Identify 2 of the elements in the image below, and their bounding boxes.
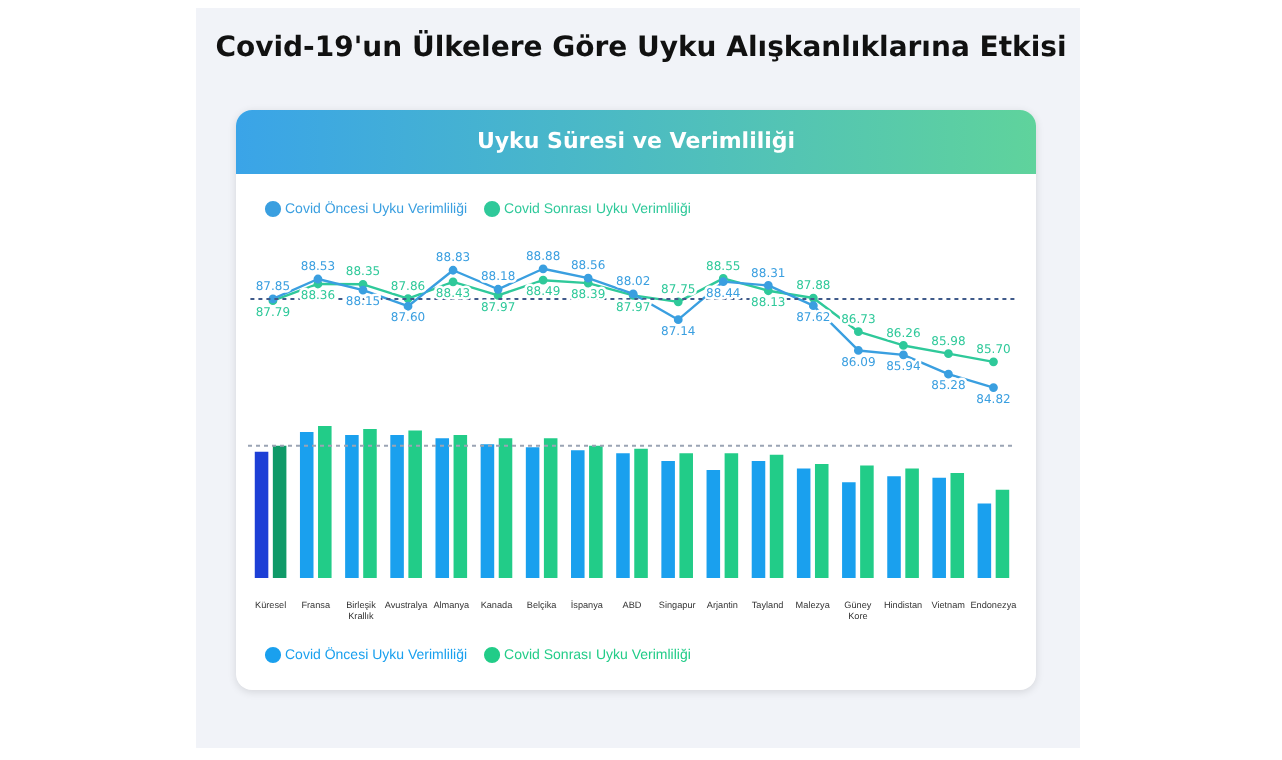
chart-subtitle: Uyku Süresi ve Verimliliği (236, 110, 1036, 174)
chart-title: Covid-19'un Ülkelere Göre Uyku Alışkanlıklarına Etkisi (213, 32, 1069, 64)
